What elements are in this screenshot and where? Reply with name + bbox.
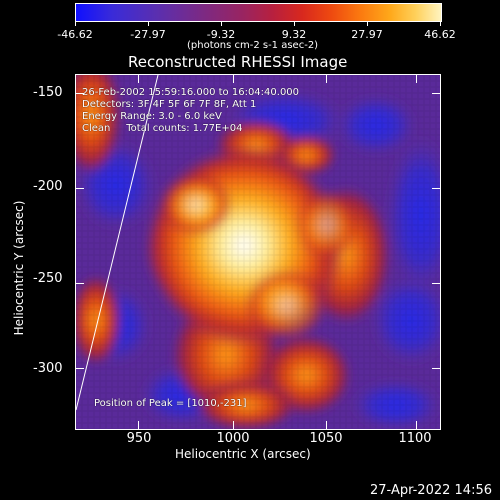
- colorbar-units-label: (photons cm-2 s-1 asec-2): [187, 40, 319, 51]
- x-tick-label: 950: [126, 431, 152, 446]
- info-line-counts: Clean Total counts: 1.77E+04: [82, 123, 243, 134]
- y-tick: [432, 188, 440, 189]
- colorbar-tick-label: -46.62: [57, 28, 93, 41]
- x-tick: [416, 421, 417, 429]
- x-tick: [416, 75, 417, 83]
- y-tick-label: -250: [33, 271, 63, 286]
- colorbar-tick: [148, 21, 149, 26]
- y-tick: [432, 283, 440, 284]
- y-tick: [76, 283, 84, 284]
- y-tick-label: -200: [33, 179, 63, 194]
- info-line-energy: Energy Range: 3.0 - 6.0 keV: [82, 111, 222, 122]
- y-tick: [76, 368, 84, 369]
- x-tick: [233, 75, 234, 83]
- x-axis-title: Heliocentric X (arcsec): [175, 447, 311, 461]
- info-line-time: 26-Feb-2002 15:59:16.000 to 16:04:40.000: [82, 87, 300, 98]
- x-tick: [326, 421, 327, 429]
- x-tick: [233, 421, 234, 429]
- colorbar-tick-label: -27.97: [130, 28, 166, 41]
- x-tick-label: 1050: [309, 431, 343, 446]
- x-tick: [138, 421, 139, 429]
- y-tick: [432, 368, 440, 369]
- colorbar-tick: [440, 21, 441, 26]
- solar-limb-line: [76, 75, 159, 411]
- info-line-detectors: Detectors: 3F 4F 5F 6F 7F 8F, Att 1: [82, 99, 257, 110]
- x-tick-label: 1100: [398, 431, 432, 446]
- colorbar-tick-label: 9.32: [281, 28, 307, 41]
- x-tick: [326, 75, 327, 83]
- footer-date: 27-Apr-2022 14:56: [370, 483, 492, 498]
- colorbar-tick: [294, 21, 295, 26]
- y-tick-label: -150: [33, 85, 63, 100]
- peak-position-label: Position of Peak = [1010,-231]: [94, 398, 247, 409]
- colorbar-tick: [367, 21, 368, 26]
- plot-title: Reconstructed RHESSI Image: [128, 53, 348, 71]
- y-tick-label: -300: [33, 361, 63, 376]
- colorbar-tick-label: 27.97: [351, 28, 383, 41]
- y-tick: [76, 93, 84, 94]
- colorbar-tick-label: 46.62: [424, 28, 456, 41]
- y-tick: [432, 93, 440, 94]
- y-tick: [76, 188, 84, 189]
- colorbar-tick: [75, 21, 76, 26]
- x-tick: [138, 75, 139, 83]
- colorbar: [75, 3, 442, 22]
- colorbar-tick: [221, 21, 222, 26]
- rhessi-image: 26-Feb-2002 15:59:16.000 to 16:04:40.000…: [75, 74, 441, 430]
- image-canvas: [76, 75, 440, 429]
- x-tick-label: 1000: [216, 431, 250, 446]
- y-axis-title: Heliocentric Y (arcsec): [12, 200, 26, 336]
- colorbar-tick-label: -9.32: [206, 28, 236, 41]
